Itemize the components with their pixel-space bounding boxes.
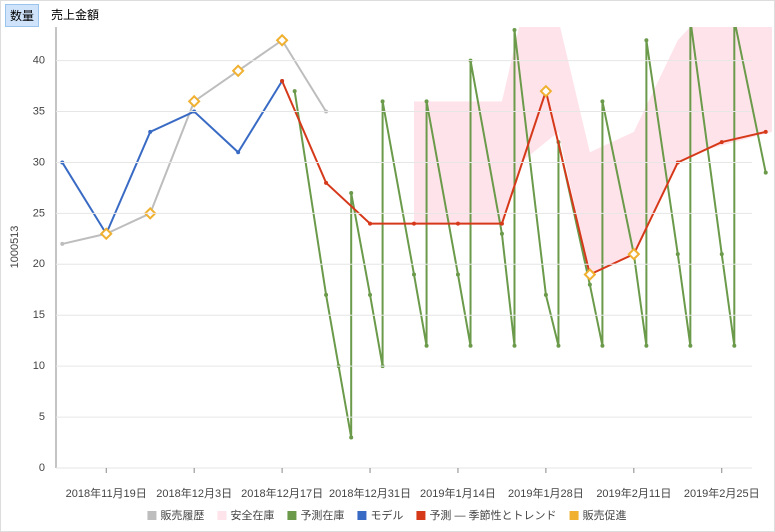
promo-marker <box>187 94 201 108</box>
point <box>600 343 605 348</box>
point <box>763 129 768 134</box>
point <box>60 241 65 246</box>
x-tick-label: 2019年2月11日 <box>596 486 671 500</box>
tab[interactable]: 売上金額 <box>51 8 100 22</box>
legend-swatch <box>569 511 579 520</box>
line <box>281 80 766 276</box>
point <box>280 78 285 83</box>
x-tick-label: 2019年1月14日 <box>420 486 496 500</box>
y-tick-label: 10 <box>33 360 45 372</box>
point <box>324 292 329 297</box>
legend-swatch <box>287 511 297 520</box>
point <box>763 170 768 175</box>
point <box>688 18 692 22</box>
point <box>499 221 504 226</box>
point <box>324 180 329 185</box>
point <box>380 99 385 104</box>
point <box>292 89 297 94</box>
line <box>61 80 283 236</box>
y-tick-label: 25 <box>33 207 45 219</box>
x-tick-label: 2018年12月3日 <box>156 486 232 500</box>
point <box>349 191 354 196</box>
point <box>543 292 548 297</box>
legend-item: 予測 — 季節性とトレンド <box>416 508 557 522</box>
point <box>512 28 517 33</box>
point <box>644 38 649 43</box>
promo-marker <box>627 247 641 261</box>
legend-swatch <box>357 511 367 520</box>
point <box>412 221 416 226</box>
legend-item: 予測在庫 <box>287 508 344 522</box>
promo-marker <box>231 64 245 78</box>
legend-swatch <box>217 511 227 520</box>
legend-label: モデル <box>370 508 403 522</box>
legend-item: 安全在庫 <box>217 508 274 522</box>
point <box>455 221 460 226</box>
point <box>732 343 737 348</box>
point <box>600 99 605 104</box>
legend-item: モデル <box>357 508 403 522</box>
y-tick-label: 5 <box>39 411 45 423</box>
point <box>556 343 561 348</box>
legend-item: 販売促進 <box>569 508 627 522</box>
x-tick-label: 2019年1月28日 <box>508 486 584 500</box>
point <box>644 343 649 348</box>
point <box>719 140 724 145</box>
point <box>675 252 680 257</box>
x-tick-label: 2018年11月19日 <box>66 486 147 500</box>
point <box>455 272 460 277</box>
legend-label: 販売促進 <box>583 508 627 522</box>
y-tick-label: 35 <box>33 105 45 117</box>
point <box>468 343 473 348</box>
promo-marker <box>99 227 113 241</box>
promo-marker <box>539 84 553 98</box>
point <box>512 343 517 348</box>
y-axis-label: 1000513 <box>9 226 21 269</box>
x-tick-label: 2018年12月31日 <box>329 486 411 500</box>
y-tick-label: 30 <box>33 156 45 168</box>
point <box>412 272 416 277</box>
point <box>349 435 354 440</box>
point <box>424 99 429 104</box>
point <box>719 252 724 257</box>
legend-swatch <box>416 511 426 520</box>
point <box>236 150 241 155</box>
tab[interactable]: 数量 <box>5 4 40 27</box>
legend-label: 販売履歴 <box>160 509 204 522</box>
legend-swatch <box>147 511 157 520</box>
y-tick-label: 0 <box>39 462 45 474</box>
point <box>732 18 736 22</box>
point <box>368 292 373 297</box>
x-tick-label: 2018年12月17日 <box>241 486 323 500</box>
point <box>688 343 693 348</box>
point <box>499 231 504 236</box>
legend-label: 予測 — 季節性とトレンド <box>429 508 556 522</box>
promo-marker <box>583 268 597 281</box>
promo-marker <box>275 33 289 47</box>
point <box>368 221 373 226</box>
area <box>414 27 772 275</box>
legend-item: 販売履歴 <box>147 509 204 522</box>
y-tick-label: 20 <box>33 258 45 270</box>
y-tick-label: 15 <box>33 309 45 321</box>
point <box>424 343 429 348</box>
legend-label: 安全在庫 <box>230 508 274 522</box>
x-tick-label: 2019年2月25日 <box>684 486 760 500</box>
y-tick-label: 40 <box>33 55 45 67</box>
point <box>587 282 592 287</box>
legend-label: 予測在庫 <box>300 508 344 522</box>
point <box>148 129 153 134</box>
